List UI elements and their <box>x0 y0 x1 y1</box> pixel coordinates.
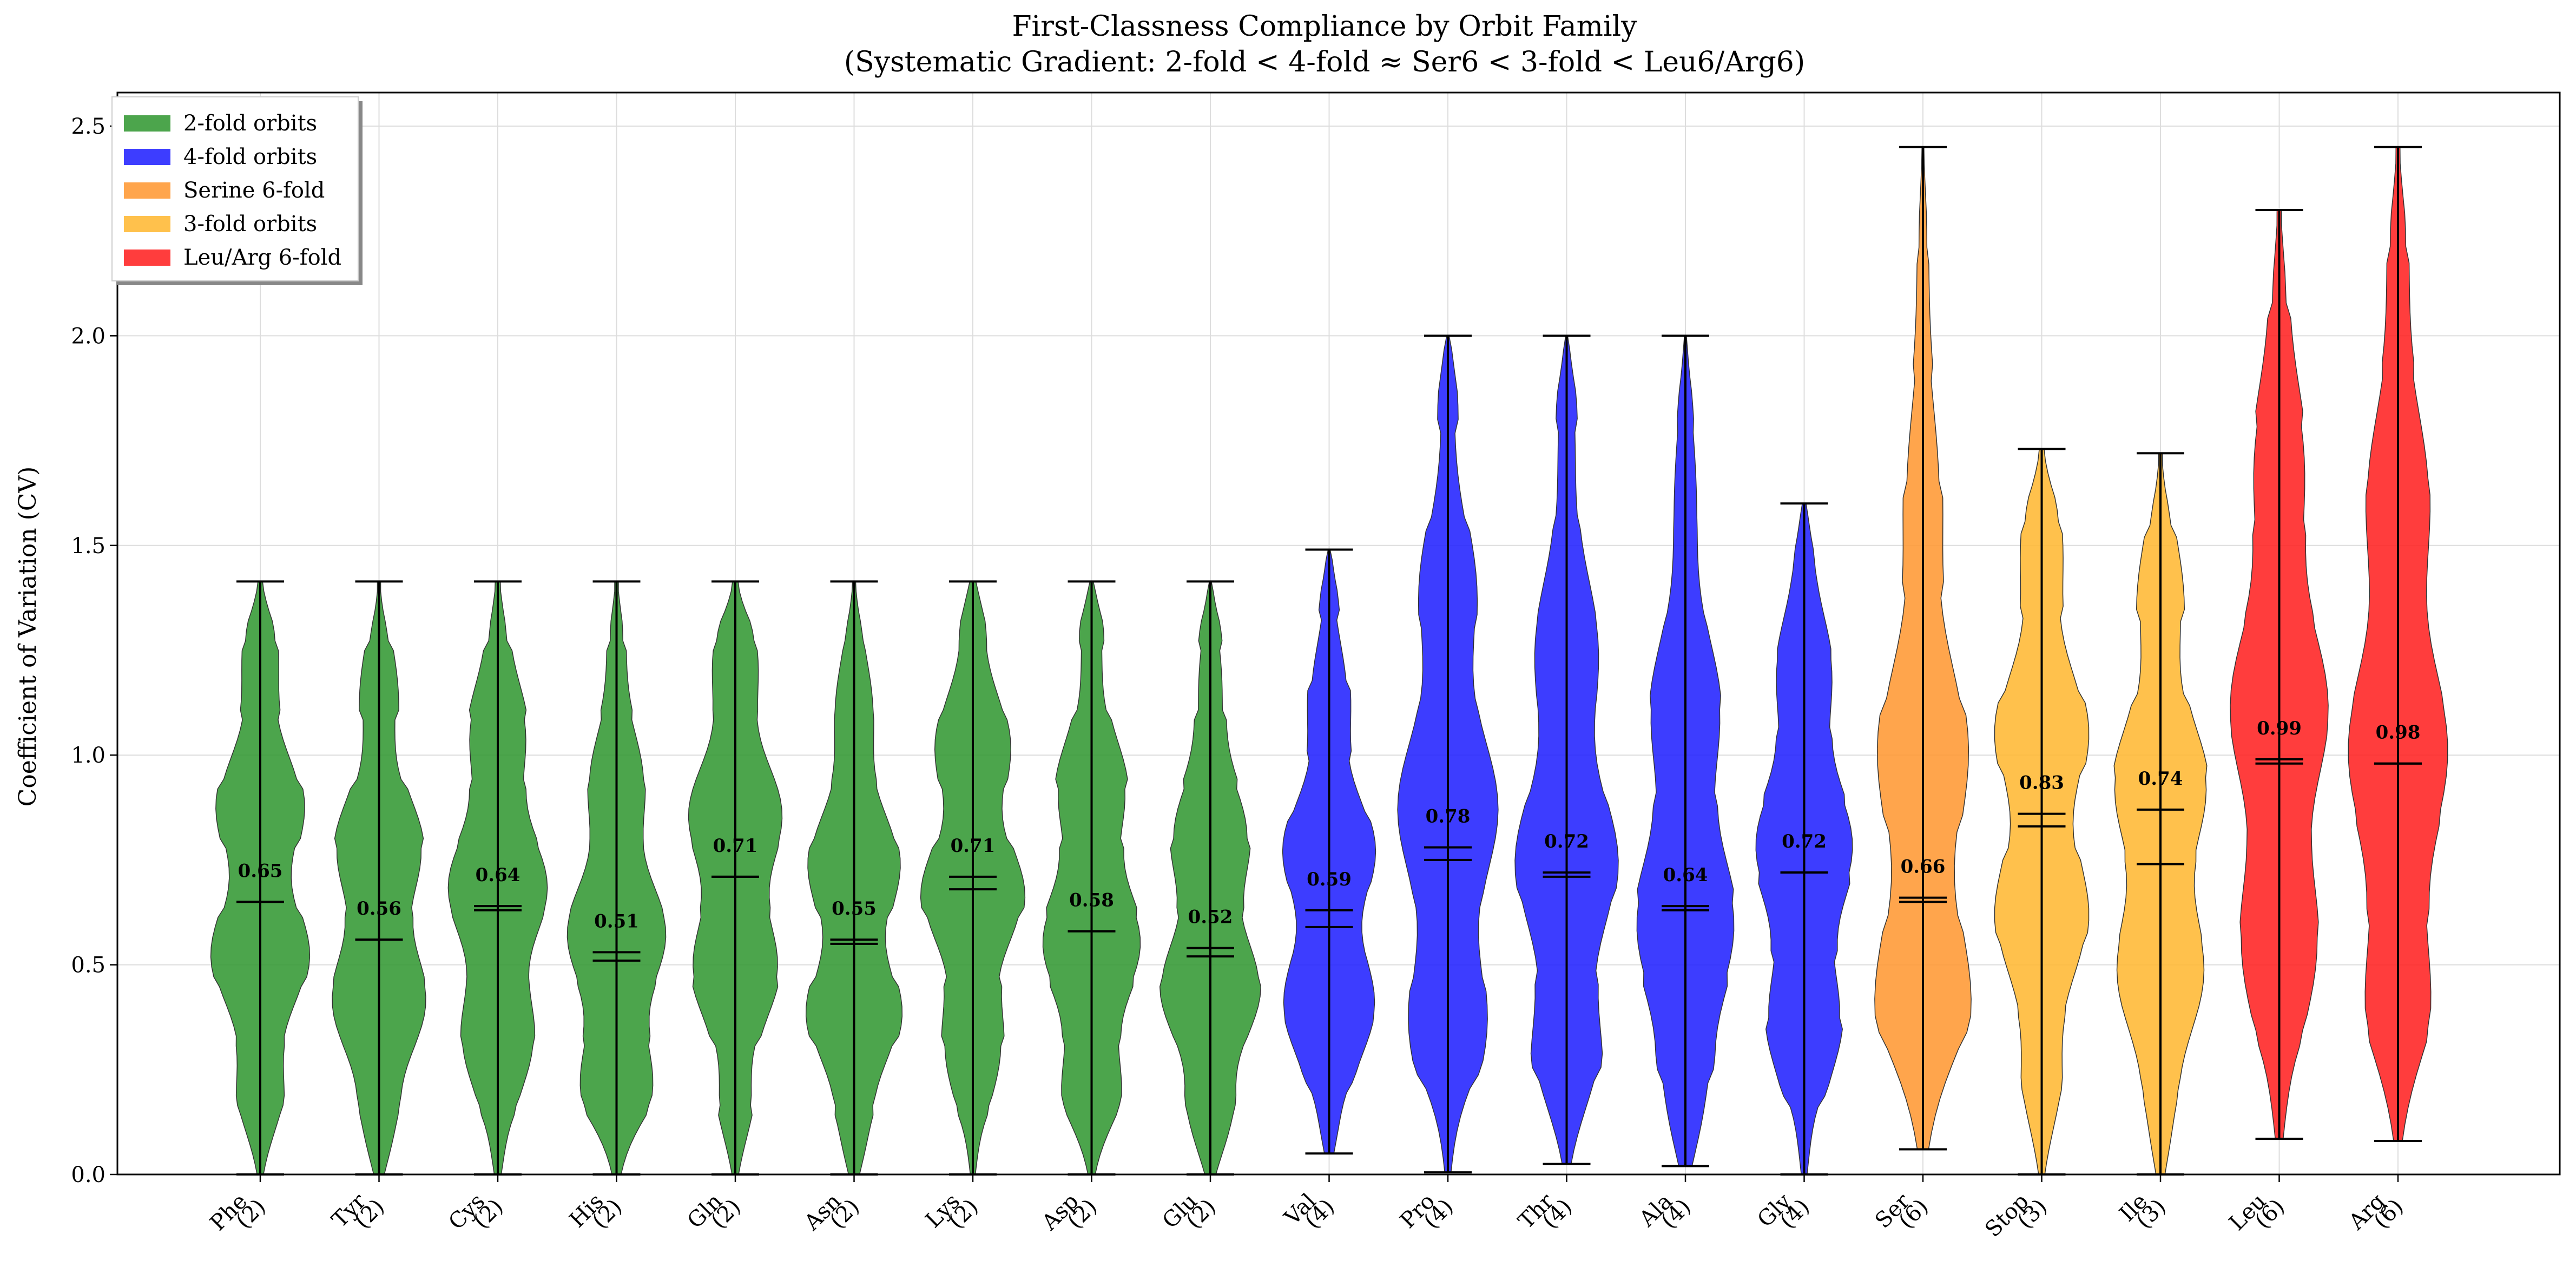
y-axis-label: Coefficient of Variation (CV) <box>14 467 42 807</box>
violin-pro: 0.78 <box>1397 334 1499 1174</box>
y-tick-label: 2.5 <box>71 114 106 139</box>
legend-label: 2-fold orbits <box>183 111 317 136</box>
violin-tyr: 0.56 <box>332 580 426 1176</box>
violin-value-label: 0.72 <box>1544 831 1589 852</box>
legend-item: 3-fold orbits <box>124 212 317 237</box>
legend-item: 4-fold orbits <box>124 145 317 169</box>
violin-ser: 0.66 <box>1874 146 1972 1151</box>
violin-value-label: 0.55 <box>832 898 877 920</box>
y-tick-label: 0.0 <box>71 1163 106 1187</box>
violin-his: 0.51 <box>566 580 667 1176</box>
violin-value-label: 0.78 <box>1426 806 1471 828</box>
violin-value-label: 0.98 <box>2376 722 2421 744</box>
violin-value-label: 0.56 <box>357 898 401 920</box>
violin-value-label: 0.51 <box>594 910 639 932</box>
legend-swatch <box>124 149 170 165</box>
violin-value-label: 0.99 <box>2257 718 2302 739</box>
violin-leu: 0.99 <box>2230 208 2329 1140</box>
violin-value-label: 0.64 <box>1663 864 1708 886</box>
violin-asp: 0.58 <box>1042 580 1141 1176</box>
violin-glu: 0.52 <box>1159 580 1262 1176</box>
violin-thr: 0.72 <box>1514 334 1619 1165</box>
legend-swatch <box>124 115 170 132</box>
violin-value-label: 0.71 <box>951 835 996 857</box>
legend-swatch <box>124 216 170 232</box>
legend: 2-fold orbits 4-fold orbits Serine 6-fold 3… <box>111 96 363 285</box>
y-tick-label: 0.5 <box>71 953 106 978</box>
chart-subtitle: (Systematic Gradient: 2-fold < 4-fold ≈ … <box>844 46 1805 78</box>
violin-value-label: 0.52 <box>1188 907 1233 928</box>
legend-swatch <box>124 182 170 199</box>
y-tick-label: 1.5 <box>71 534 106 559</box>
legend-label: Serine 6-fold <box>183 178 325 203</box>
y-tick-label: 1.0 <box>71 743 106 768</box>
violin-value-label: 0.59 <box>1307 869 1352 890</box>
legend-label: 3-fold orbits <box>183 212 317 237</box>
violin-value-label: 0.71 <box>713 835 758 857</box>
violin-layer: 0.65 0.56 0.64 0.51 0.71 0.55 0.71 0.58 0.52 0.59… <box>210 146 2448 1176</box>
violin-ile: 0.74 <box>2113 452 2208 1176</box>
violin-value-label: 0.65 <box>238 860 283 882</box>
violin-cys: 0.64 <box>447 580 548 1176</box>
violin-phe: 0.65 <box>210 580 311 1176</box>
legend-label: Leu/Arg 6-fold <box>183 245 341 270</box>
violin-arg: 0.98 <box>2348 146 2448 1143</box>
legend-item: Serine 6-fold <box>124 178 325 203</box>
violin-value-label: 0.66 <box>1901 856 1946 878</box>
violin-gly: 0.72 <box>1755 502 1853 1176</box>
violin-lys: 0.71 <box>920 580 1026 1176</box>
legend-label: 4-fold orbits <box>183 145 317 169</box>
violin-value-label: 0.58 <box>1069 890 1114 911</box>
plot-frame <box>116 91 2561 1176</box>
violin-asn: 0.55 <box>805 580 903 1176</box>
violin-gln: 0.71 <box>688 580 783 1176</box>
violin-stop: 0.83 <box>1994 448 2090 1176</box>
y-tick-label: 2.0 <box>71 324 106 349</box>
violin-value-label: 0.83 <box>2019 772 2064 794</box>
chart-title: First-Classness Compliance by Orbit Fami… <box>1012 10 1637 43</box>
violin-value-label: 0.64 <box>476 864 521 886</box>
legend-item: Leu/Arg 6-fold <box>124 245 341 270</box>
violin-value-label: 0.74 <box>2138 768 2183 790</box>
legend-item: 2-fold orbits <box>124 111 317 136</box>
legend-swatch <box>124 250 170 266</box>
violin-ala: 0.64 <box>1636 334 1735 1167</box>
violin-val: 0.59 <box>1282 548 1376 1155</box>
violin-value-label: 0.72 <box>1782 831 1827 852</box>
